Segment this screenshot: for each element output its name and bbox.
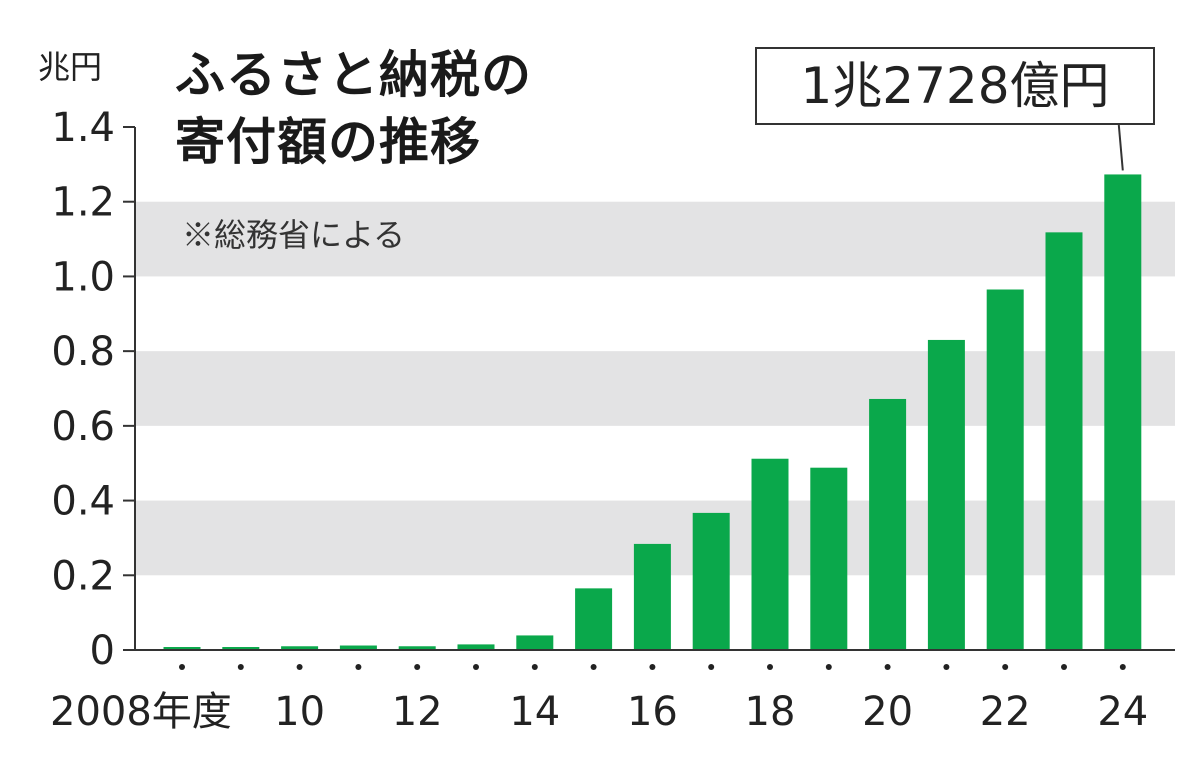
x-tick-label: 24 [1097,689,1148,735]
x-tick-dot [179,664,185,670]
bar-2016 [633,543,671,650]
bar-2014 [516,635,554,650]
bar-2011 [339,645,377,650]
x-tick-dot [767,664,773,670]
x-tick-dot [355,664,362,670]
chart-title-line1: ふるさと納税の [175,46,532,104]
x-tick-label: 14 [509,689,560,735]
x-tick-label: 18 [745,689,796,735]
x-tick-dot [708,664,715,670]
x-tick-label: 16 [627,689,678,735]
y-tick-label: 0.4 [51,479,115,525]
x-tick-dot [531,664,538,670]
bar-2022 [986,289,1024,650]
x-tick-dot [237,664,244,670]
x-tick-label: 12 [392,689,443,735]
x-tick-dot [590,664,597,670]
bar-2012 [398,646,436,650]
x-tick-label: 10 [274,689,325,735]
callout-pointer [1117,124,1124,171]
y-tick-label: 1.4 [51,105,115,151]
bar-2020 [869,398,907,650]
bar-2017 [692,512,730,650]
y-tick-label: 1.0 [51,254,115,300]
x-tick-dot [1002,664,1009,670]
y-tick-labels: 0 0.2 0.4 0.6 0.8 1.0 1.2 1.4 [51,105,115,674]
x-tick-dot [1061,664,1067,670]
source-note: ※総務省による [182,216,406,254]
grid-band [135,201,1175,277]
y-tick-label: 1.2 [51,180,115,226]
x-tick-label: 22 [980,689,1031,735]
bar-2021 [927,339,965,650]
bar-2018 [751,458,789,650]
x-tick-label: 20 [862,689,913,735]
bar-2023 [1045,232,1083,650]
y-axis-unit: 兆円 [38,48,103,86]
x-tick-labels: 2008年度 10 12 14 16 18 20 22 24 [50,689,1148,735]
x-tick-dot [943,664,950,670]
x-tick-dot [649,664,656,670]
bars [163,174,1142,650]
y-tick-label: 0.6 [51,404,115,450]
bar-2019 [810,467,848,650]
value-callout: 1兆2728億円 [755,47,1155,125]
x-tick-dot [473,664,479,670]
bar-2008 [163,647,201,650]
chart-title-line2: 寄付額の推移 [175,113,481,171]
bar-2015 [575,588,613,650]
x-tick-dot [296,664,303,670]
y-tick-label: 0 [90,628,115,674]
axes [123,126,1175,670]
bar-2010 [281,646,319,650]
bar-2009 [222,647,260,650]
y-tick-label: 0.2 [51,553,115,599]
x-tick-dot [414,664,421,670]
bar-2013 [457,644,495,650]
x-tick-dot [1119,664,1126,670]
x-tick-dot [884,664,891,670]
y-tick-label: 0.8 [51,329,115,375]
bar-2024 [1104,174,1142,650]
x-tick-label: 2008年度 [50,689,232,735]
x-tick-dot [825,664,832,670]
